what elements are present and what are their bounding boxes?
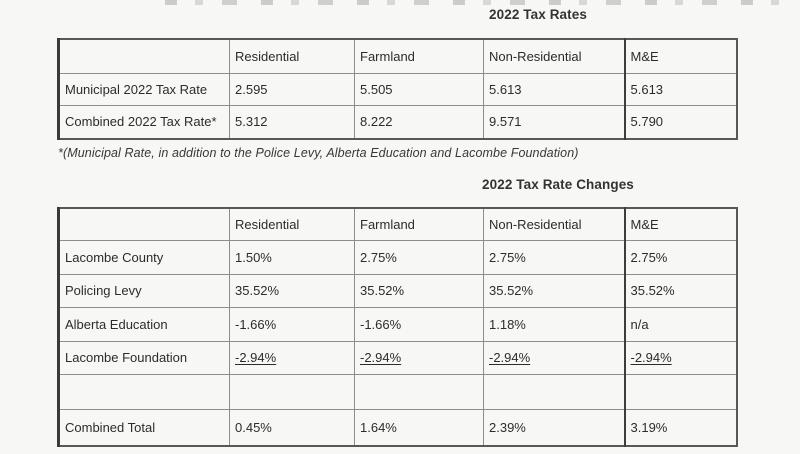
corner-cell (57, 207, 230, 241)
column-header-residential: Residential (229, 38, 355, 74)
cell-value: -2.94% (229, 340, 355, 375)
municipal-rate-footnote: *(Municipal Rate, in addition to the Pol… (58, 146, 579, 160)
cell-value (483, 373, 625, 410)
cell-value: 35.52% (623, 273, 737, 308)
cell-value: 2.39% (483, 408, 625, 447)
cell-value: 8.222 (354, 104, 484, 140)
cell-value: 5.790 (623, 104, 737, 140)
cell-value: -2.94% (483, 340, 625, 375)
cell-value: 5.613 (623, 72, 737, 106)
cell-value: 35.52% (229, 273, 355, 308)
column-header-non-residential: Non-Residential (483, 207, 625, 241)
corner-cell (57, 38, 230, 74)
cell-value: 2.75% (483, 239, 625, 275)
cell-value (623, 373, 737, 410)
column-header-farmland: Farmland (354, 38, 484, 74)
row-label-combined-total: Combined Total (57, 408, 230, 447)
table-row: Combined 2022 Tax Rate* 5.312 8.222 9.57… (57, 104, 737, 140)
cell-value: 5.312 (229, 104, 355, 140)
column-header-me: M&E (623, 38, 737, 74)
tax-rates-title: 2022 Tax Rates (489, 7, 587, 22)
cell-value: -1.66% (229, 306, 355, 342)
cell-value: 0.45% (229, 408, 355, 447)
table-row: Lacombe County 1.50% 2.75% 2.75% 2.75% (57, 239, 737, 275)
cell-value: 9.571 (483, 104, 625, 140)
column-header-me: M&E (623, 207, 737, 241)
tax-rate-changes-title: 2022 Tax Rate Changes (482, 177, 634, 192)
cell-value: -2.94% (623, 340, 737, 375)
tax-rates-table: Residential Farmland Non-Residential M&E… (57, 38, 738, 140)
cell-value: 2.75% (354, 239, 484, 275)
tax-rate-changes-table: Residential Farmland Non-Residential M&E… (57, 207, 738, 447)
cell-value: 35.52% (354, 273, 484, 308)
cell-value: 1.64% (354, 408, 484, 447)
cell-value: -1.66% (354, 306, 484, 342)
cell-value: 2.75% (623, 239, 737, 275)
row-label-municipal-rate: Municipal 2022 Tax Rate (57, 72, 230, 106)
cell-value: 5.613 (483, 72, 625, 106)
tax-rate-changes-header-row: Residential Farmland Non-Residential M&E (57, 207, 737, 241)
row-label-lacombe-county: Lacombe County (57, 239, 230, 275)
cell-value: 2.595 (229, 72, 355, 106)
cell-value: 3.19% (623, 408, 737, 447)
column-header-non-residential: Non-Residential (483, 38, 625, 74)
cell-value (354, 373, 484, 410)
table-row: Policing Levy 35.52% 35.52% 35.52% 35.52… (57, 273, 737, 308)
cell-value: 1.18% (483, 306, 625, 342)
table-row: Municipal 2022 Tax Rate 2.595 5.505 5.61… (57, 72, 737, 106)
row-label-empty (57, 373, 230, 410)
cell-value: 5.505 (354, 72, 484, 106)
column-header-farmland: Farmland (354, 207, 484, 241)
table-row: Alberta Education -1.66% -1.66% 1.18% n/… (57, 306, 737, 342)
cell-value: 1.50% (229, 239, 355, 275)
cell-value: n/a (623, 306, 737, 342)
table-row-empty (57, 373, 737, 410)
row-label-lacombe-foundation: Lacombe Foundation (57, 340, 230, 375)
cell-value: -2.94% (354, 340, 484, 375)
cell-value (229, 373, 355, 410)
cell-value: 35.52% (483, 273, 625, 308)
column-header-residential: Residential (229, 207, 355, 241)
tax-rates-header-row: Residential Farmland Non-Residential M&E (57, 38, 737, 74)
row-label-combined-rate: Combined 2022 Tax Rate* (57, 104, 230, 140)
table-row: Lacombe Foundation -2.94% -2.94% -2.94% … (57, 340, 737, 375)
row-label-alberta-education: Alberta Education (57, 306, 230, 342)
clipped-text-fragments (165, 0, 790, 5)
table-row: Combined Total 0.45% 1.64% 2.39% 3.19% (57, 408, 737, 447)
row-label-policing-levy: Policing Levy (57, 273, 230, 308)
